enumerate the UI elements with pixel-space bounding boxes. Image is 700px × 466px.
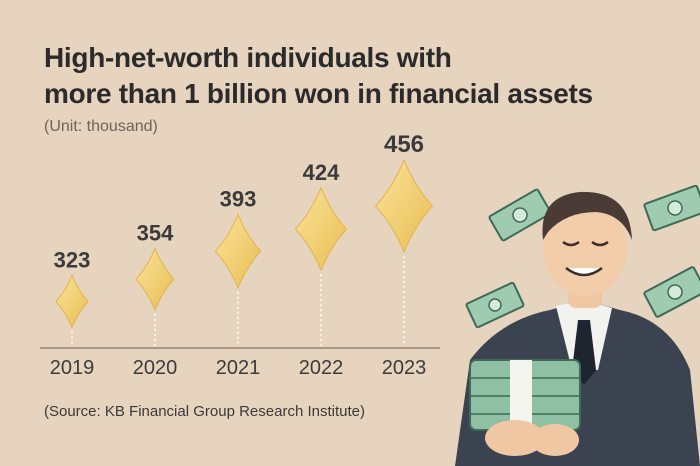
diamond-mark-2019 [55, 274, 89, 329]
value-label-2020: 354 [137, 221, 174, 246]
value-label-2021: 393 [220, 187, 257, 212]
year-label-2019: 2019 [50, 357, 95, 379]
diamond-mark-2021 [214, 213, 262, 290]
banknote-icon [643, 184, 700, 232]
chart-title-line-1: High-net-worth individuals with [44, 42, 452, 73]
diamond-mark-2022 [294, 186, 348, 272]
diamond-mark-2020 [135, 247, 175, 312]
year-label-2021: 2021 [216, 357, 261, 379]
unit-label: (Unit: thousand) [44, 118, 158, 135]
banknote-icon [488, 188, 552, 242]
diamond-mark-2023 [374, 158, 434, 254]
chart-title: High-net-worth individuals with more tha… [44, 40, 593, 112]
value-label-2019: 323 [54, 247, 91, 272]
year-label-2022: 2022 [299, 357, 344, 379]
value-label-2023: 456 [384, 131, 424, 158]
year-label-2020: 2020 [133, 357, 178, 379]
value-label-2022: 424 [303, 160, 340, 185]
chart-title-line-2: more than 1 billion won in financial ass… [44, 78, 593, 109]
banknote-icon [643, 266, 700, 318]
banknote-icon [465, 281, 525, 329]
year-label-2023: 2023 [382, 357, 427, 379]
source-note: (Source: KB Financial Group Research Ins… [44, 403, 365, 420]
diamond-chart: 323 2019 354 2020 393 2021 424 2022 456 2023 [40, 131, 440, 379]
